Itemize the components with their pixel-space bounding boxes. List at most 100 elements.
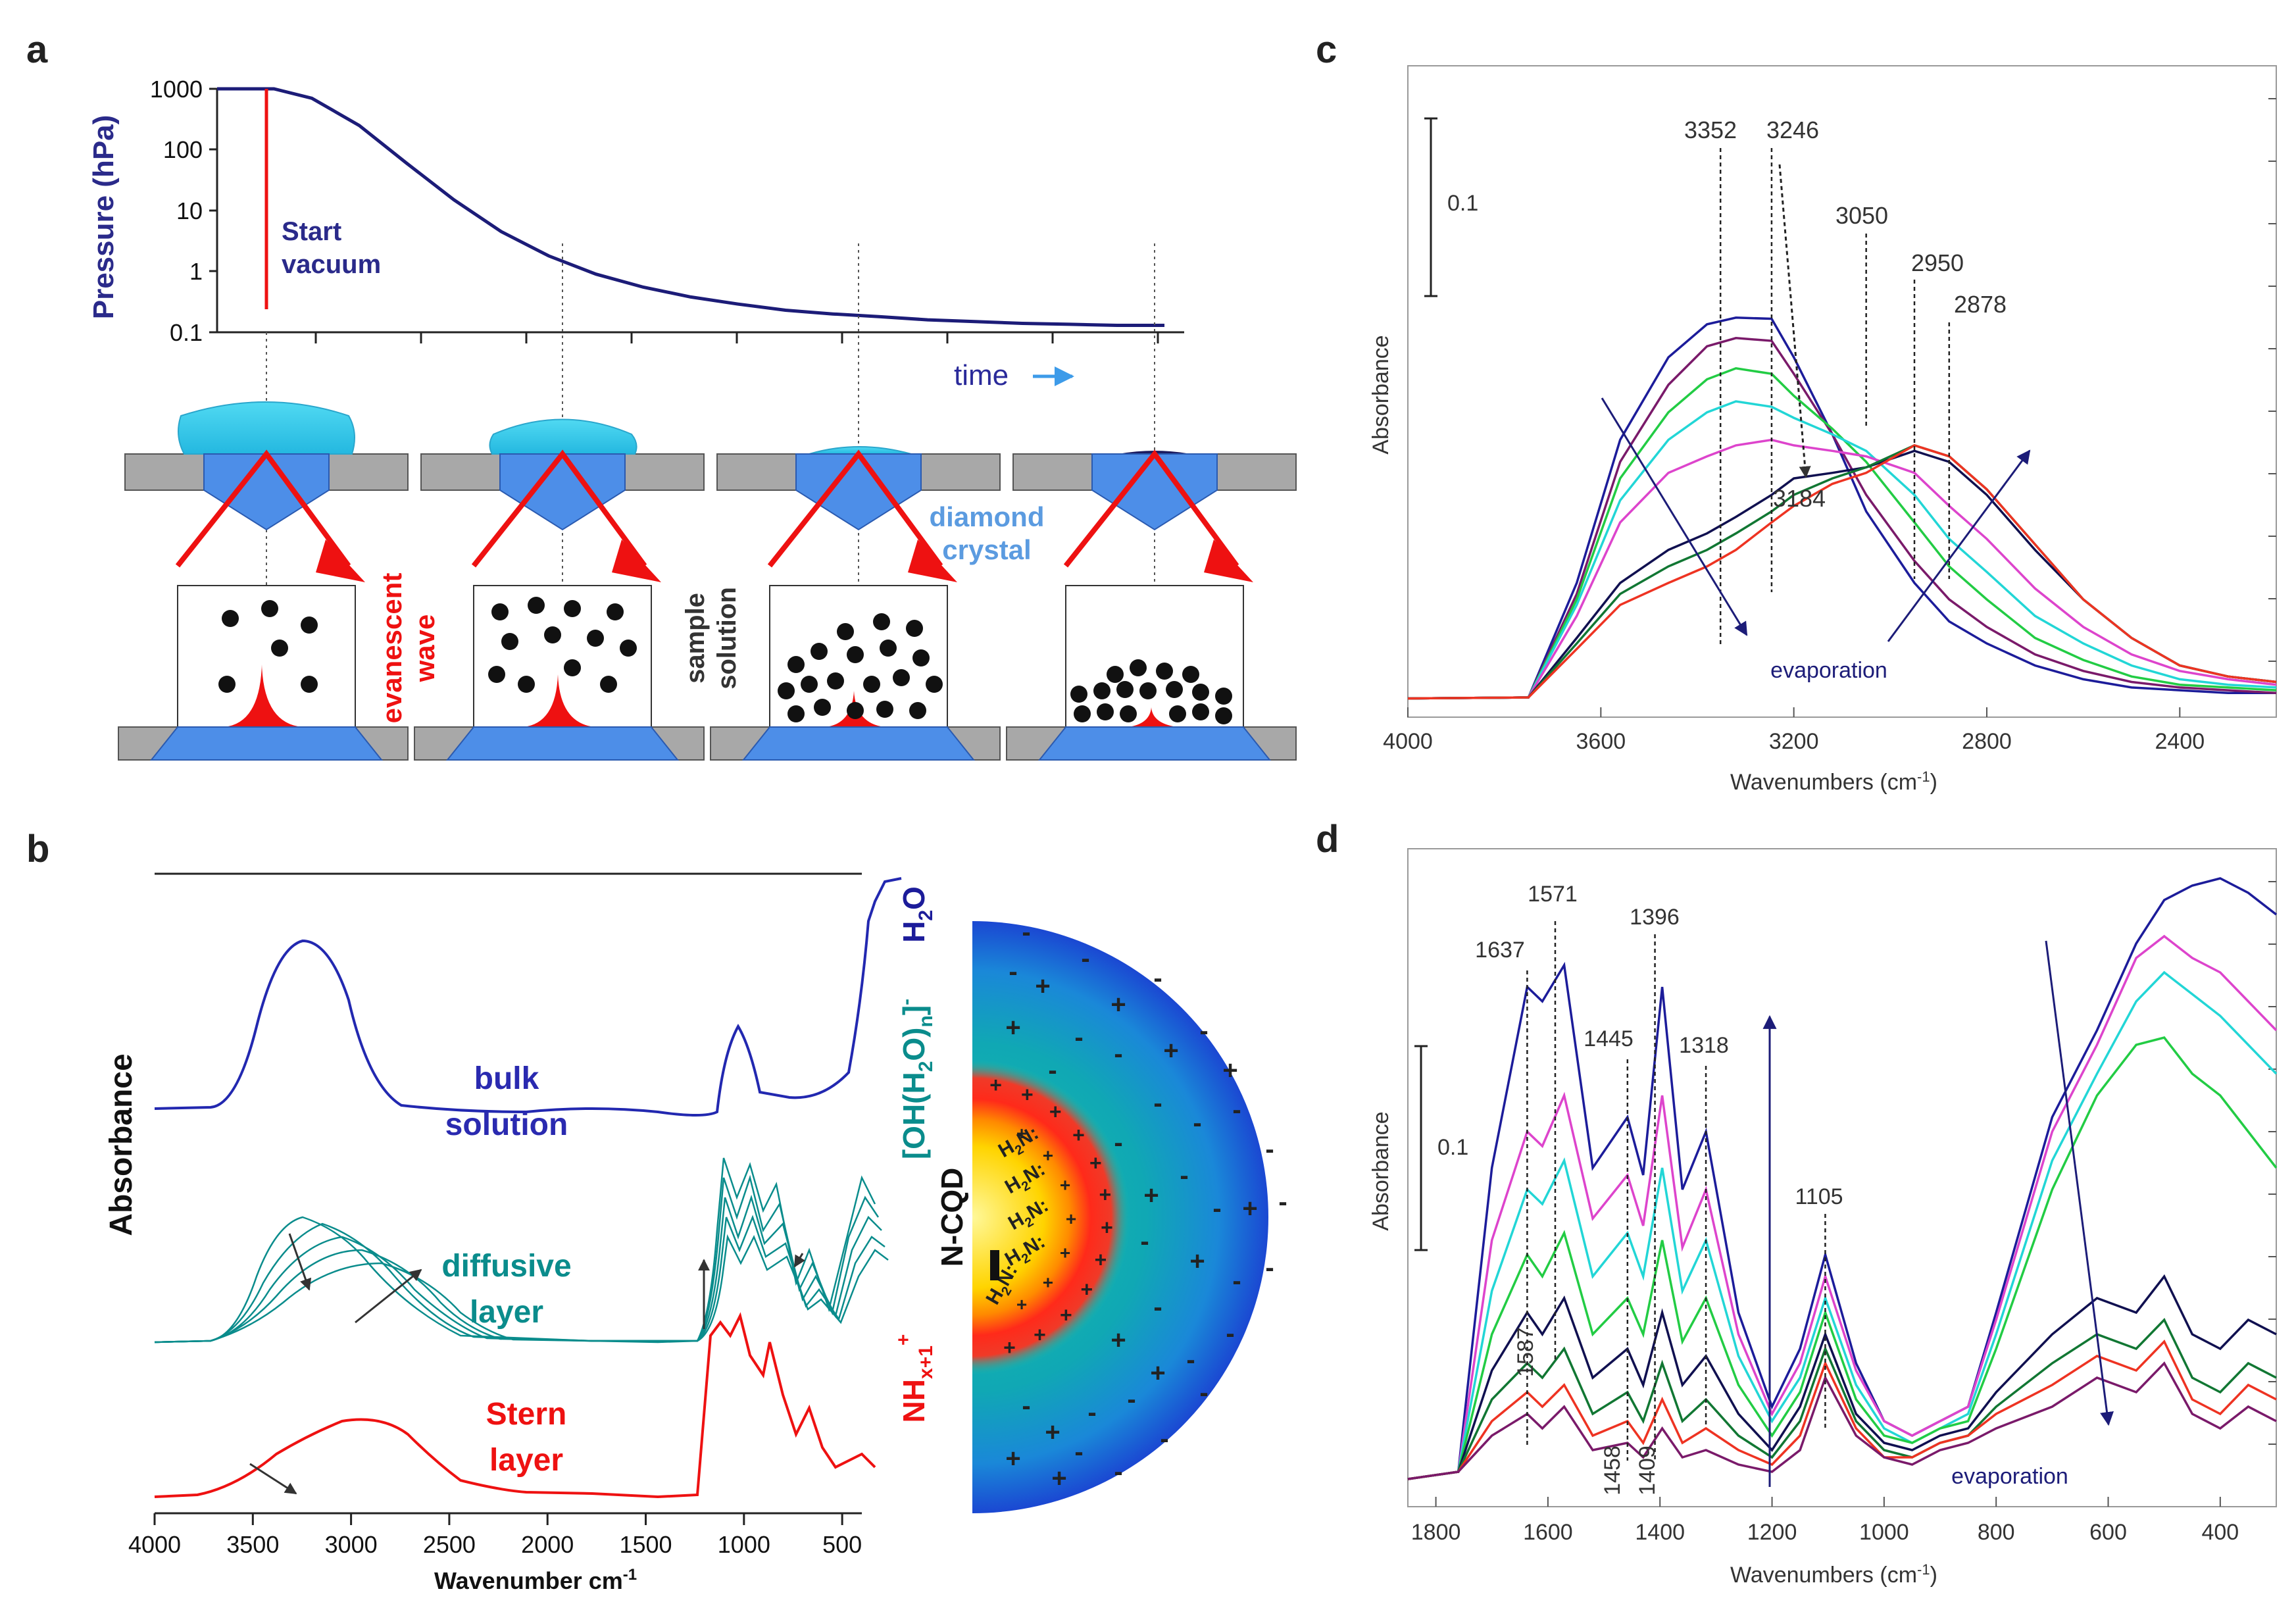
b-xtick-1000: 1000 — [718, 1531, 770, 1558]
sphere-minus-sign: - — [1081, 944, 1089, 973]
b-xtick-1500: 1500 — [619, 1531, 672, 1558]
d-spectrum-3 — [1407, 970, 2278, 1480]
sphere-minus-sign: - — [1212, 1194, 1221, 1223]
sphere-minus-sign: - — [1074, 1438, 1083, 1467]
atr-column-2 — [414, 418, 705, 761]
c-spectrum-2 — [1407, 337, 2277, 700]
panel-c-label: c — [1316, 28, 1337, 71]
core-plus-sign: + — [1016, 1294, 1027, 1315]
sphere-minus-sign: - — [1153, 1293, 1162, 1322]
c-xtick-2400: 2400 — [2155, 729, 2205, 754]
b-diffusive-label-1: diffusive — [441, 1249, 571, 1284]
b-xtick-4000: 4000 — [128, 1531, 181, 1558]
c-evaporation-label: evaporation — [1770, 658, 1887, 683]
b-diffusive-traces — [154, 1157, 889, 1344]
panel-a: a 1000 100 10 1 0.1 Pressure (hPa) Start… — [26, 28, 1297, 761]
a-ytick-1: 1 — [189, 258, 203, 285]
c-decrease-arrow — [1601, 397, 1748, 636]
core-plus-sign: + — [1060, 1242, 1070, 1263]
sphere-minus-sign: - — [1199, 1017, 1208, 1045]
c-xtick-4000: 4000 — [1383, 729, 1433, 754]
core-plus-sign: + — [1034, 1323, 1046, 1347]
sphere-plus-sign: + — [1051, 1464, 1066, 1493]
a-time-label: time — [954, 359, 1009, 391]
d-frame — [1407, 848, 2277, 1507]
b-ylabel: Absorbance — [104, 1053, 139, 1236]
atr-column-3 — [710, 446, 1001, 761]
c-spectrum-3 — [1407, 366, 2277, 700]
sphere-minus-sign: - — [1022, 1392, 1030, 1420]
c-peak-3352: 3352 — [1684, 116, 1737, 143]
b-nh-label: NHx+1+ — [893, 1334, 937, 1423]
d-spectrum-7 — [1407, 1339, 2277, 1480]
sphere-plus-sign: + — [1035, 972, 1050, 1001]
a-sample-1: sample — [681, 593, 710, 684]
b-xtick-3500: 3500 — [226, 1531, 279, 1558]
a-ytick-10: 10 — [176, 197, 203, 224]
atr-column-1 — [118, 401, 409, 761]
panel-a-label: a — [26, 28, 48, 71]
sphere-minus-sign: - — [1127, 1385, 1136, 1414]
c-xtick-3600: 3600 — [1576, 729, 1626, 754]
core-plus-sign: + — [1043, 1145, 1053, 1166]
b-xtick-2500: 2500 — [423, 1531, 476, 1558]
diamond-crystal-1 — [203, 453, 330, 531]
panel-d: d 1800 1600 1400 1200 1000 800 600 400 W… — [1316, 818, 2278, 1588]
a-ylabel: Pressure (hPa) — [87, 115, 120, 320]
d-xtick-600: 600 — [2089, 1520, 2127, 1545]
d-spectra — [1407, 877, 2278, 1480]
d-peak-1396: 1396 — [1630, 905, 1680, 930]
sphere-minus-sign: - — [1114, 1040, 1122, 1068]
sphere-minus-sign: - — [1265, 1135, 1274, 1164]
d-spectrum-4 — [1407, 1036, 2278, 1480]
core-plus-sign: + — [1016, 1123, 1027, 1143]
c-frame — [1407, 65, 2277, 718]
core-plus-sign: + — [1003, 1336, 1016, 1359]
c-spectra — [1407, 316, 2277, 700]
atr-column-4 — [1006, 449, 1297, 761]
d-spectrum-5 — [1407, 1274, 2277, 1480]
ncqd-sphere: --+-+-+ -- +-+--- ---+-- + --+- --++- -+ -----++… — [935, 918, 1287, 1513]
sphere-minus-sign: - — [1114, 1457, 1122, 1486]
d-peak-1637: 1637 — [1475, 938, 1525, 963]
sphere-minus-sign: - — [1009, 957, 1017, 986]
b-bulk-label-2: solution — [445, 1107, 568, 1142]
d-peak-1458: 1458 — [1600, 1445, 1625, 1495]
core-plus-sign: + — [989, 1073, 1002, 1097]
core-minus-sign — [990, 1250, 999, 1280]
a-diamond-2: crystal — [942, 534, 1031, 565]
sphere-plus-sign: + — [1111, 1326, 1126, 1355]
sphere-plus-sign: + — [1111, 990, 1126, 1019]
sphere-plus-sign: + — [1045, 1418, 1060, 1447]
sphere-minus-sign: - — [1114, 1128, 1122, 1157]
panel-d-label: d — [1316, 818, 1339, 861]
core-plus-sign: + — [1101, 1215, 1113, 1239]
d-xlabel: Wavenumbers (cm-1) — [1730, 1561, 1937, 1588]
sphere-minus-sign: - — [1226, 1319, 1234, 1348]
ir-beam-1 — [175, 449, 351, 568]
c-peak-3246: 3246 — [1766, 116, 1819, 143]
sphere-minus-sign: - — [1153, 964, 1162, 993]
d-xtick-1600: 1600 — [1523, 1520, 1573, 1545]
c-shift-arrow — [1778, 164, 1811, 478]
b-oh-label: [OH(H2O)n]- — [895, 999, 937, 1159]
b-xtick-3000: 3000 — [325, 1531, 378, 1558]
c-peak-3050: 3050 — [1835, 202, 1888, 229]
sphere-minus-sign: - — [1265, 1253, 1274, 1282]
droplet-small — [809, 446, 912, 455]
core-plus-sign: + — [1049, 1100, 1062, 1124]
d-peak-1318: 1318 — [1679, 1033, 1729, 1058]
c-spectrum-4 — [1407, 400, 2277, 700]
c-peak-3184: 3184 — [1773, 485, 1826, 512]
d-decrease-arrow — [2045, 940, 2114, 1426]
c-peak-2950: 2950 — [1911, 249, 1964, 276]
d-peak-1105: 1105 — [1795, 1184, 1843, 1209]
d-evaporation-label: evaporation — [1951, 1464, 2068, 1489]
sphere-plus-sign: + — [1163, 1036, 1178, 1065]
sphere-plus-sign: + — [1143, 1181, 1159, 1210]
c-ylabel: Absorbance — [1368, 335, 1393, 454]
sphere-plus-sign: + — [1189, 1247, 1205, 1276]
sphere-minus-sign: - — [1153, 1089, 1162, 1118]
a-ytick-0.1: 0.1 — [170, 319, 203, 346]
